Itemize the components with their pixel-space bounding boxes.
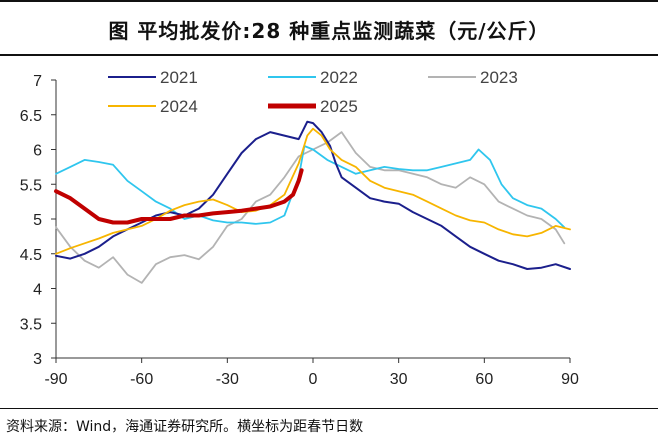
y-tick-label: 5 <box>33 212 42 229</box>
legend: 2021 2022 2023 2024 2025 <box>108 68 518 116</box>
axes: 3 3.5 4 4.5 5 5.5 6 6.5 7 -90 -60 -30 0 30 60 90 <box>20 73 579 388</box>
y-tick-label: 5.5 <box>20 177 42 194</box>
series-layer <box>54 120 571 284</box>
y-tick-label: 6.5 <box>20 108 42 125</box>
y-tick-label: 6 <box>33 143 42 160</box>
x-tick-label: -60 <box>130 371 153 388</box>
x-tick-label: 30 <box>390 371 408 388</box>
legend-label-2023: 2023 <box>480 68 518 87</box>
x-tick-label: -30 <box>216 371 239 388</box>
legend-label-2021: 2021 <box>160 68 198 87</box>
legend-label-2024: 2024 <box>160 97 198 116</box>
series-line-2022 <box>55 145 566 229</box>
chart-title: 图 平均批发价:28 种重点监测蔬菜（元/公斤） <box>108 19 550 43</box>
y-tick-label: 4 <box>33 282 42 299</box>
series-line-2023 <box>55 131 566 284</box>
y-tick-label: 3.5 <box>20 316 42 333</box>
title-bar: 图 平均批发价:28 种重点监测蔬菜（元/公斤） <box>0 0 658 56</box>
source-note: 资料来源：Wind，海通证券研究所。横坐标为距春节日数 <box>6 419 364 435</box>
line-chart: 33.544.555.566.57-90 -60 -30 0 30 60 90 2021 20… <box>20 68 579 388</box>
x-tick-label: -90 <box>44 371 67 388</box>
x-tick-label: 90 <box>561 371 579 388</box>
y-tick-label: 7 <box>33 73 42 90</box>
series-line-2024 <box>55 127 571 255</box>
legend-label-2022: 2022 <box>320 68 358 87</box>
x-tick-label: 60 <box>475 371 493 388</box>
y-tick-label: 4.5 <box>20 247 42 264</box>
y-tick-label: 3 <box>33 351 42 368</box>
x-tick-label: 0 <box>309 371 318 388</box>
series-line-2025 <box>54 168 304 225</box>
legend-label-2025: 2025 <box>320 97 358 116</box>
source-bar: 资料来源：Wind，海通证券研究所。横坐标为距春节日数 <box>0 408 658 448</box>
